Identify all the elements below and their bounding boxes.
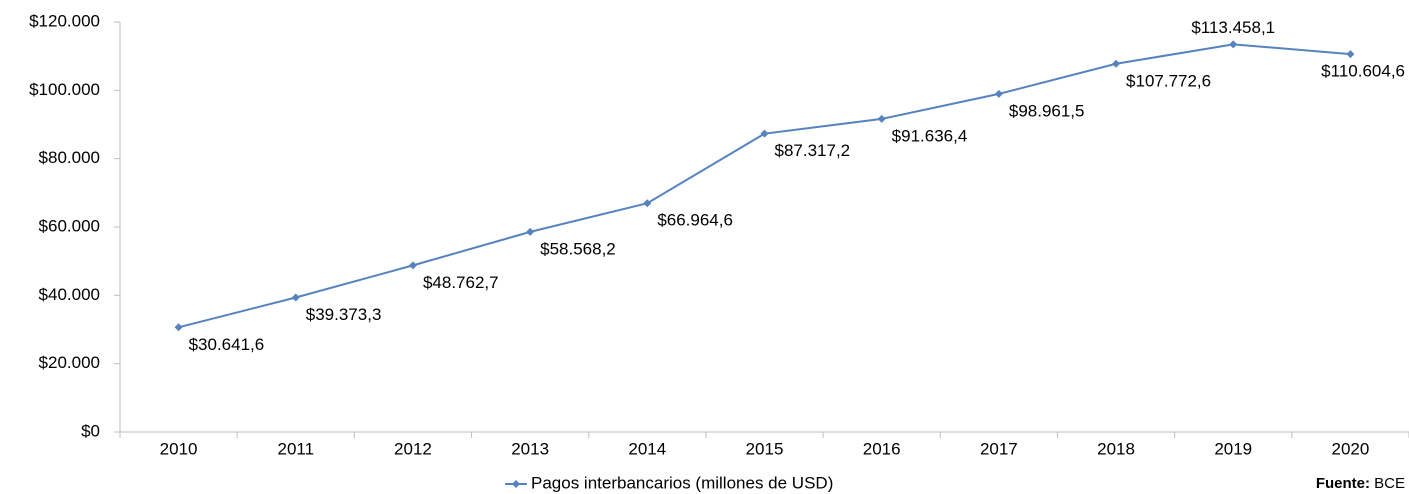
point: [408, 261, 417, 270]
x-tick-label: 2011: [277, 439, 314, 458]
source-value: BCE: [1374, 475, 1405, 492]
x-tick-label: 2019: [1214, 439, 1252, 458]
legend-marker: [512, 480, 520, 488]
point: [643, 199, 652, 208]
data-label: $39.373,3: [306, 305, 382, 324]
point: [760, 129, 769, 138]
point: [877, 114, 886, 123]
y-tick-label: $20.000: [39, 353, 100, 372]
point: [291, 293, 300, 302]
data-label: $48.762,7: [423, 273, 499, 292]
point: [1346, 50, 1355, 59]
data-label: $110.604,6: [1321, 62, 1405, 81]
source-note: Fuente: BCE: [1316, 475, 1405, 492]
y-tick-label: $60.000: [39, 216, 100, 235]
x-tick-label: 2010: [160, 439, 198, 458]
point: [1229, 40, 1238, 49]
y-tick-label: $120.000: [29, 11, 100, 30]
data-label: $113.458,1: [1191, 18, 1275, 37]
data-label: $30.641,6: [189, 335, 265, 354]
data-label: $87.317,2: [775, 141, 851, 160]
y-tick-label: $40.000: [39, 285, 100, 304]
legend-label: Pagos interbancarios (millones de USD): [531, 473, 833, 492]
data-label: $66.964,6: [657, 211, 733, 230]
y-tick-label: $100.000: [29, 80, 100, 99]
x-tick-label: 2016: [863, 439, 901, 458]
data-label: $91.636,4: [892, 126, 968, 145]
source-label: Fuente:: [1316, 475, 1370, 492]
point: [526, 227, 535, 236]
x-tick-label: 2014: [628, 439, 666, 458]
y-tick-label: $80.000: [39, 148, 100, 167]
x-tick-label: 2017: [980, 439, 1018, 458]
data-label: $58.568,2: [540, 239, 616, 258]
x-tick-label: 2018: [1097, 439, 1135, 458]
x-tick-label: 2012: [394, 439, 432, 458]
point: [994, 89, 1003, 98]
data-label: $107.772,6: [1126, 71, 1211, 90]
x-tick-label: 2015: [746, 439, 784, 458]
x-tick-label: 2020: [1331, 439, 1369, 458]
y-tick-label: $0: [81, 421, 100, 440]
point: [1112, 59, 1121, 68]
point: [174, 323, 183, 332]
data-label: $98.961,5: [1009, 101, 1085, 120]
x-tick-label: 2013: [511, 439, 549, 458]
